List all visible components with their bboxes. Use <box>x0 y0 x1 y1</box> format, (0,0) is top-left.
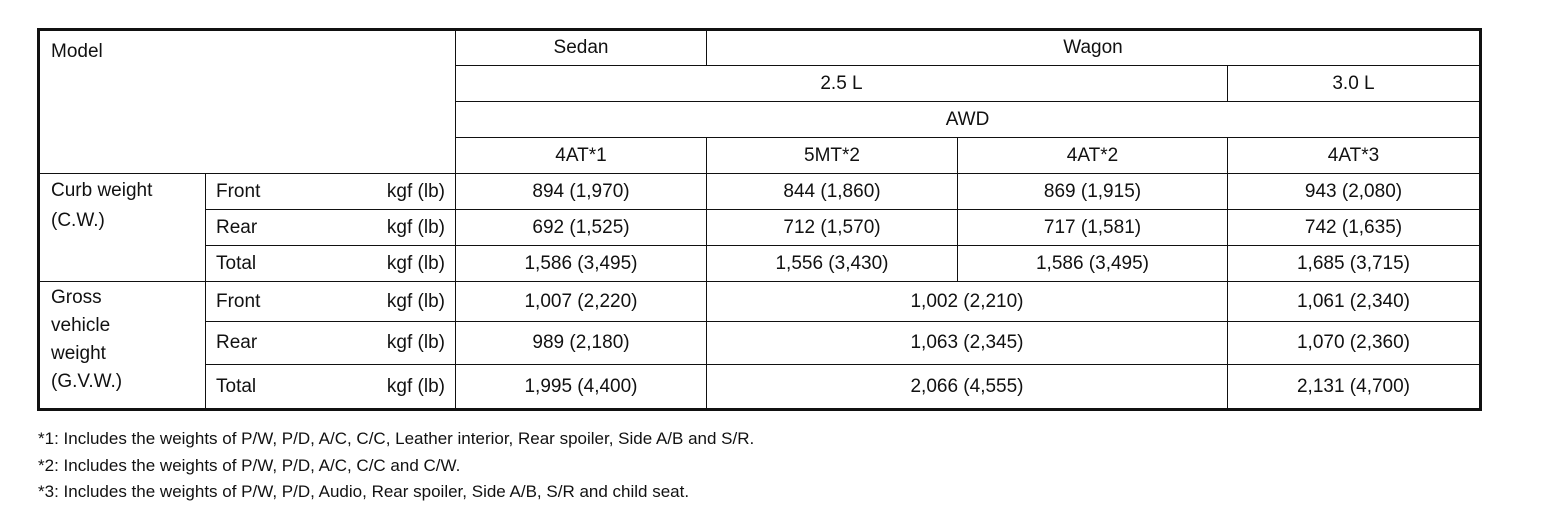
trans-header: 4AT*2 <box>957 137 1228 174</box>
unit: kgf (lb) <box>386 180 445 202</box>
label-line: Curb weight <box>51 180 153 201</box>
unit: kgf (lb) <box>386 332 445 353</box>
cell: 1,002 (2,210) <box>706 281 1228 322</box>
trans-header: 5MT*2 <box>706 137 958 174</box>
cell: 1,586 (3,495) <box>455 245 707 282</box>
cell: 1,063 (2,345) <box>706 321 1228 365</box>
label-line: Gross <box>51 287 102 308</box>
trans-header: 4AT*1 <box>455 137 707 174</box>
label-line: weight <box>51 343 106 364</box>
displacement-2.5-header: 2.5 L <box>455 65 1228 102</box>
label-line: vehicle <box>51 315 111 336</box>
cell: 1,061 (2,340) <box>1227 281 1481 322</box>
row-name: Rear <box>216 216 258 238</box>
row-name: Total <box>216 375 257 397</box>
cell: 989 (2,180) <box>455 321 707 365</box>
drive-header: AWD <box>455 101 1481 138</box>
row-name: Front <box>216 180 261 202</box>
cell: 2,131 (4,700) <box>1227 364 1481 410</box>
cell: 1,070 (2,360) <box>1227 321 1481 365</box>
row-label: Front kgf (lb) <box>205 173 456 210</box>
cell: 943 (2,080) <box>1227 173 1481 210</box>
cell: 717 (1,581) <box>957 209 1228 246</box>
row-label: Rear kgf (lb) <box>205 321 456 365</box>
unit: kgf (lb) <box>386 375 445 397</box>
row-name: Front <box>216 290 261 312</box>
cell: 894 (1,970) <box>455 173 707 210</box>
label-line: (C.W.) <box>51 210 105 231</box>
cell: 1,995 (4,400) <box>455 364 707 410</box>
unit: kgf (lb) <box>386 216 445 238</box>
cell: 1,685 (3,715) <box>1227 245 1481 282</box>
row-label: Rear kgf (lb) <box>205 209 456 246</box>
row-label: Front kgf (lb) <box>205 281 456 322</box>
footnotes: *1: Includes the weights of P/W, P/D, A/… <box>38 426 754 506</box>
trans-header: 4AT*3 <box>1227 137 1481 174</box>
cell: 869 (1,915) <box>957 173 1228 210</box>
row-label: Total kgf (lb) <box>205 245 456 282</box>
cell: 1,007 (2,220) <box>455 281 707 322</box>
footnote: *3: Includes the weights of P/W, P/D, Au… <box>38 482 690 501</box>
displacement-3.0-header: 3.0 L <box>1227 65 1481 102</box>
footnote: *2: Includes the weights of P/W, P/D, A/… <box>38 455 461 475</box>
cell: 1,556 (3,430) <box>706 245 958 282</box>
label-line: (G.V.W.) <box>51 371 123 392</box>
unit: kgf (lb) <box>386 290 445 312</box>
cell: 712 (1,570) <box>706 209 958 246</box>
row-name: Total <box>216 252 257 274</box>
curb-weight-label: Curb weight (C.W.) <box>38 173 206 282</box>
cell: 742 (1,635) <box>1227 209 1481 246</box>
cell: 1,586 (3,495) <box>957 245 1228 282</box>
model-header: Model <box>38 29 456 174</box>
cell: 692 (1,525) <box>455 209 707 246</box>
cell: 844 (1,860) <box>706 173 958 210</box>
row-name: Rear <box>216 332 258 353</box>
unit: kgf (lb) <box>386 252 445 274</box>
wagon-header: Wagon <box>706 29 1481 66</box>
gvw-label: Gross vehicle weight (G.V.W.) <box>38 281 206 410</box>
footnote: *1: Includes the weights of P/W, P/D, A/… <box>38 429 755 448</box>
row-label: Total kgf (lb) <box>205 364 456 410</box>
weights-table: Model Sedan Wagon 2.5 L 3.0 L AWD 4AT*1 … <box>37 28 1482 411</box>
cell: 2,066 (4,555) <box>706 364 1228 410</box>
sedan-header: Sedan <box>455 29 707 66</box>
